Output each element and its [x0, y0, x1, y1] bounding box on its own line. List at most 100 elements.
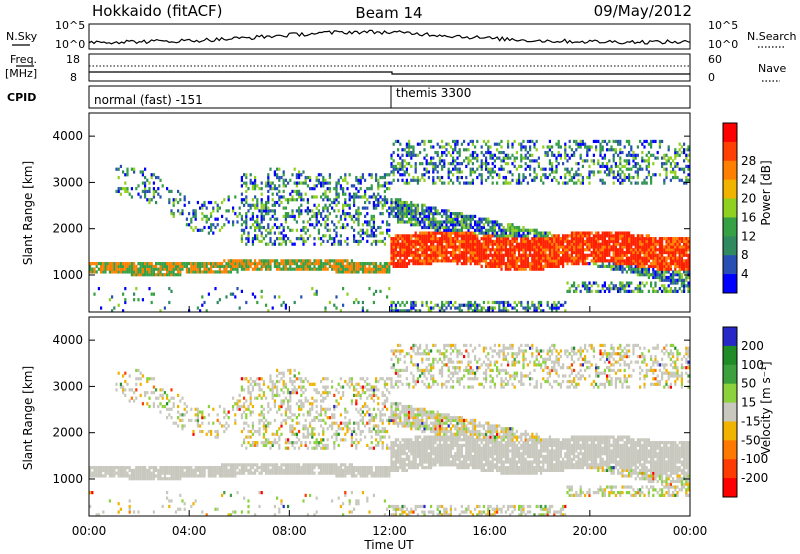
heatmap-cell — [491, 175, 494, 180]
heatmap-cell — [491, 225, 494, 230]
heatmap-cell — [683, 150, 686, 155]
heatmap-cell — [414, 217, 417, 221]
heatmap-cell — [401, 200, 404, 205]
heatmap-cell — [238, 264, 241, 268]
heatmap-cell — [524, 239, 527, 244]
heatmap-cell — [480, 181, 483, 185]
heatmap-cell — [335, 262, 338, 266]
heatmap-cell — [181, 418, 184, 423]
heatmap-cell — [683, 289, 686, 293]
heatmap-cell — [465, 181, 468, 185]
heatmap-cell — [474, 156, 477, 160]
heatmap-cell — [577, 239, 580, 244]
heatmap-cell — [674, 173, 677, 177]
heatmap-cell — [430, 231, 433, 235]
heatmap-cell — [311, 195, 314, 199]
heatmap-cell — [414, 220, 417, 224]
heatmap-cell — [579, 139, 582, 144]
heatmap-cell — [540, 237, 543, 241]
heatmap-cell — [117, 466, 120, 470]
heatmap-cell — [381, 264, 384, 268]
heatmap-cell — [152, 402, 155, 406]
heatmap-cell — [372, 217, 375, 221]
heatmap-cell — [529, 253, 532, 257]
heatmap-cell — [647, 256, 650, 260]
heatmap-cell — [445, 142, 448, 146]
heatmap-cell — [542, 167, 545, 171]
heatmap-cell — [608, 173, 611, 177]
heatmap-cell — [159, 468, 162, 472]
heatmap-cell — [183, 407, 186, 411]
heatmap-cell — [150, 273, 153, 277]
heatmap-cell — [656, 262, 659, 266]
heatmap-cell — [256, 206, 259, 210]
heatmap-cell — [152, 292, 155, 296]
heatmap-cell — [489, 259, 492, 263]
heatmap-cell — [247, 209, 250, 213]
heatmap-cell — [302, 242, 305, 246]
heatmap-cell — [597, 284, 600, 288]
heatmap-cell — [471, 156, 474, 160]
heatmap-cell — [579, 231, 582, 235]
heatmap-cell — [551, 167, 554, 171]
heatmap-cell — [658, 245, 661, 249]
heatmap-cell — [454, 214, 457, 219]
heatmap-cell — [471, 239, 474, 244]
heatmap-cell — [366, 231, 369, 235]
heatmap-cell — [245, 189, 248, 194]
heatmap-cell — [221, 463, 224, 467]
heatmap-cell — [480, 162, 483, 166]
heatmap-cell — [603, 231, 606, 235]
heatmap-cell — [573, 242, 576, 246]
heatmap-cell — [251, 214, 254, 219]
heatmap-cell — [586, 248, 589, 252]
colorbar-swatch — [723, 179, 737, 200]
heatmap-cell — [680, 259, 683, 263]
heatmap-cell — [663, 156, 666, 160]
heatmap-cell — [619, 156, 622, 160]
heatmap-cell — [595, 245, 598, 249]
heatmap-cell — [394, 242, 397, 246]
heatmap-cell — [458, 220, 461, 224]
heatmap-cell — [322, 267, 325, 271]
heatmap-cell — [300, 181, 303, 185]
heatmap-cell — [245, 175, 248, 180]
heatmap-cell — [401, 162, 404, 166]
heatmap-cell — [498, 228, 501, 232]
heatmap-cell — [531, 239, 534, 244]
heatmap-cell — [680, 250, 683, 255]
heatmap-cell — [652, 253, 655, 257]
heatmap-cell — [608, 167, 611, 171]
heatmap-cell — [111, 262, 114, 266]
heatmap-cell — [645, 167, 648, 171]
heatmap-cell — [469, 173, 472, 177]
heatmap-cell — [141, 468, 144, 472]
heatmap-cell — [95, 468, 98, 472]
heatmap-cell — [229, 292, 232, 296]
heatmap-cell — [650, 253, 653, 257]
heatmap-cell — [469, 259, 472, 263]
heatmap-cell — [177, 273, 180, 277]
heatmap-cell — [476, 245, 479, 249]
heatmap-cell — [628, 175, 631, 180]
heatmap-cell — [465, 234, 468, 238]
heatmap-cell — [216, 223, 219, 227]
heatmap-cell — [522, 267, 525, 271]
heatmap-cell — [625, 167, 628, 171]
heatmap-cell — [606, 142, 609, 146]
heatmap-cell — [584, 248, 587, 252]
heatmap-cell — [511, 145, 514, 149]
heatmap-cell — [443, 256, 446, 260]
heatmap-cell — [370, 225, 373, 230]
heatmap-cell — [311, 223, 314, 227]
heatmap-cell — [194, 212, 197, 216]
heatmap-cell — [278, 198, 281, 202]
heatmap-cell — [520, 159, 523, 163]
heatmap-cell — [674, 164, 677, 169]
heatmap-cell — [588, 242, 591, 246]
heatmap-cell — [436, 245, 439, 249]
heatmap-cell — [537, 267, 540, 271]
heatmap-cell — [553, 248, 556, 252]
heatmap-cell — [430, 206, 433, 210]
heatmap-cell — [291, 195, 294, 199]
